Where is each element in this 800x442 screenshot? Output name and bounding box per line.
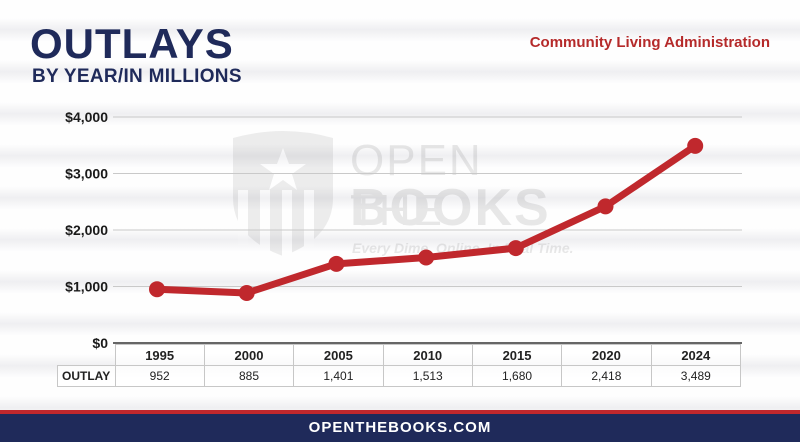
table-year: 2005: [293, 344, 384, 366]
table-value: 3,489: [650, 365, 742, 387]
series-line: [153, 142, 699, 297]
chart-title: OUTLAYS: [30, 20, 234, 67]
data-point: [149, 281, 165, 298]
data-point: [507, 240, 524, 257]
table-value: 1,513: [382, 365, 473, 387]
table-value: 1,401: [293, 365, 384, 387]
table-year: 2010: [382, 344, 473, 366]
table-value: 952: [114, 365, 205, 387]
table-year: 2024: [650, 344, 742, 366]
table-row: OUTLAY 952 885 1,401 1,513 1,680 2,418 3…: [57, 365, 742, 387]
table-row-label: OUTLAY: [57, 365, 116, 387]
y-tick-label: $1,000: [65, 279, 108, 295]
background: [0, 0, 800, 410]
footer-banner: OPENTHEBOOKS.COM: [0, 410, 800, 442]
data-point: [418, 249, 435, 266]
y-tick-label: $3,000: [65, 166, 108, 182]
table-header-row: 1995 2000 2005 2010 2015 2020 2024: [58, 344, 742, 366]
data-point: [687, 137, 704, 154]
table-value: 885: [203, 365, 295, 387]
y-tick-label: $2,000: [65, 222, 108, 238]
table-value: 2,418: [561, 365, 652, 387]
data-table: 1995 2000 2005 2010 2015 2020 2024 OUTLA…: [57, 344, 742, 387]
data-point: [328, 255, 345, 272]
data-point: [238, 284, 255, 301]
table-year: 2015: [471, 344, 563, 366]
chart-subtitle: BY YEAR/IN MILLIONS: [32, 66, 242, 87]
table-year: 1995: [114, 344, 205, 366]
footer-link[interactable]: OPENTHEBOOKS.COM: [308, 419, 492, 436]
table-year: 2000: [203, 344, 295, 366]
table-value: 1,680: [471, 365, 563, 387]
y-tick-label: $0: [92, 335, 108, 351]
data-point: [597, 198, 614, 215]
table-corner: [58, 345, 116, 366]
table-year: 2020: [561, 344, 652, 366]
y-tick-label: $4,000: [65, 109, 108, 125]
agency-name: Community Living Administration: [529, 34, 770, 51]
